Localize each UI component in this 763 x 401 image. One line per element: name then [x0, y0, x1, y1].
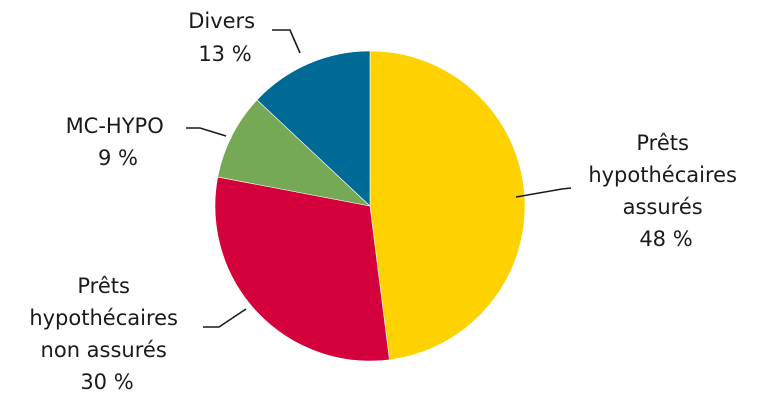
label-line: hypothécaires [588, 163, 737, 187]
slice-label-divers: Divers 13 % [188, 9, 262, 66]
slice-percent-label: 13 % [198, 42, 251, 66]
leader-line-insured [515, 187, 572, 198]
leader-line-divers [272, 29, 301, 54]
pie-slice-insured-mortgages [369, 50, 526, 361]
slice-label-insured-mortgages: Prêts hypothécaires assurés 48 % [588, 131, 743, 251]
pie-slice-mc-hypo [217, 99, 371, 207]
label-line: Prêts [77, 274, 130, 298]
label-line: non assurés [41, 338, 167, 362]
pie-slices [214, 50, 526, 362]
label-line: assurés [623, 195, 703, 219]
leader-line-uninsured [203, 308, 247, 328]
slice-percent-label: 48 % [639, 227, 692, 251]
label-line: Prêts [636, 131, 689, 155]
slice-percent-label: 30 % [80, 370, 133, 394]
pie-slice-uninsured-mortgages [214, 176, 390, 362]
leader-line-mc-hypo [186, 127, 227, 137]
pie-slice-divers [256, 50, 371, 207]
slice-label-uninsured-mortgages: Prêts hypothécaires non assurés 30 % [29, 274, 184, 394]
slice-percent-label: 9 % [98, 146, 138, 170]
label-line: Divers [188, 9, 255, 33]
label-line: hypothécaires [29, 306, 178, 330]
slice-label-mc-hypo: MC-HYPO 9 % [66, 114, 171, 170]
label-line: MC-HYPO [66, 114, 164, 138]
